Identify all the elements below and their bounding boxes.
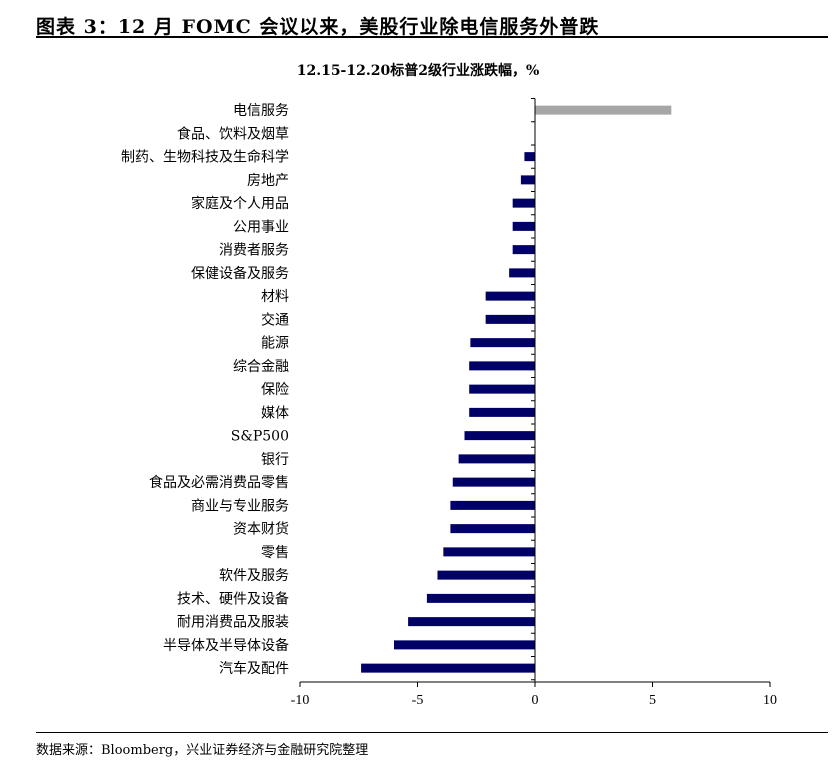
category-label: 保险: [261, 382, 289, 398]
bar: [470, 338, 536, 348]
bar: [512, 198, 535, 208]
category-label: 消费者服务: [219, 243, 289, 259]
bar: [524, 152, 535, 162]
bar: [520, 175, 535, 185]
chart-title: 12.15-12.20标普2级行业涨跌幅，%: [296, 63, 540, 79]
bar: [458, 454, 536, 464]
x-tick-label: -10: [291, 693, 310, 708]
bar: [469, 384, 535, 394]
bar: [437, 570, 535, 580]
bar: [469, 407, 535, 417]
category-label: 半导体及半导体设备: [163, 637, 289, 654]
x-tick-label: 5: [649, 693, 656, 708]
bar: [485, 314, 535, 324]
figure-header: 图表 3：12 月 FOMC 会议以来，美股行业除电信服务外普跌: [36, 8, 828, 38]
category-label: 制药、生物科技及生命科学: [121, 149, 289, 166]
category-label: 食品及必需消费品零售: [149, 474, 289, 491]
category-label: 房地产: [247, 173, 289, 189]
bar: [408, 617, 535, 627]
bar: [464, 431, 535, 441]
bar: [394, 640, 535, 650]
category-label: 交通: [261, 311, 289, 328]
bar: [535, 105, 672, 115]
bar: [450, 500, 535, 510]
category-label: 技术、硬件及设备: [177, 590, 289, 607]
category-label: 软件及服务: [219, 568, 289, 584]
category-label: 汽车及配件: [219, 660, 289, 677]
bar: [512, 245, 535, 255]
category-label: 食品、饮料及烟草: [177, 125, 289, 142]
figure-footer: 数据来源：Bloomberg，兴业证券经济与金融研究院整理: [36, 732, 828, 762]
category-label: 材料: [261, 289, 289, 305]
category-label: 商业与专业服务: [191, 498, 289, 514]
category-label: 综合金融: [233, 359, 289, 375]
category-label: 银行: [261, 452, 289, 468]
category-label: 公用事业: [233, 219, 289, 235]
bar: [450, 524, 535, 534]
category-label: 能源: [261, 336, 289, 352]
x-tick-label: -5: [412, 693, 424, 708]
category-label: S&P500: [231, 429, 289, 445]
category-label: 媒体: [261, 405, 289, 421]
x-tick-label: 10: [763, 693, 777, 708]
bar: [469, 361, 535, 371]
category-label: 资本财货: [233, 521, 289, 538]
category-label: 保健设备及服务: [191, 265, 289, 282]
source-note: 数据来源：Bloomberg，兴业证券经济与金融研究院整理: [36, 743, 369, 758]
category-label: 零售: [261, 545, 289, 561]
bar: [512, 221, 535, 231]
category-label: 耐用消费品及服装: [177, 615, 289, 631]
bar: [443, 547, 535, 557]
bar: [361, 663, 535, 673]
bar: [452, 477, 535, 487]
x-tick-label: 0: [532, 693, 539, 708]
bar: [426, 593, 535, 603]
bar: [485, 291, 535, 301]
figure-title: 图表 3：12 月 FOMC 会议以来，美股行业除电信服务外普跌: [36, 16, 600, 38]
bar: [509, 268, 535, 278]
category-label: 电信服务: [233, 103, 289, 119]
category-label: 家庭及个人用品: [191, 195, 289, 212]
